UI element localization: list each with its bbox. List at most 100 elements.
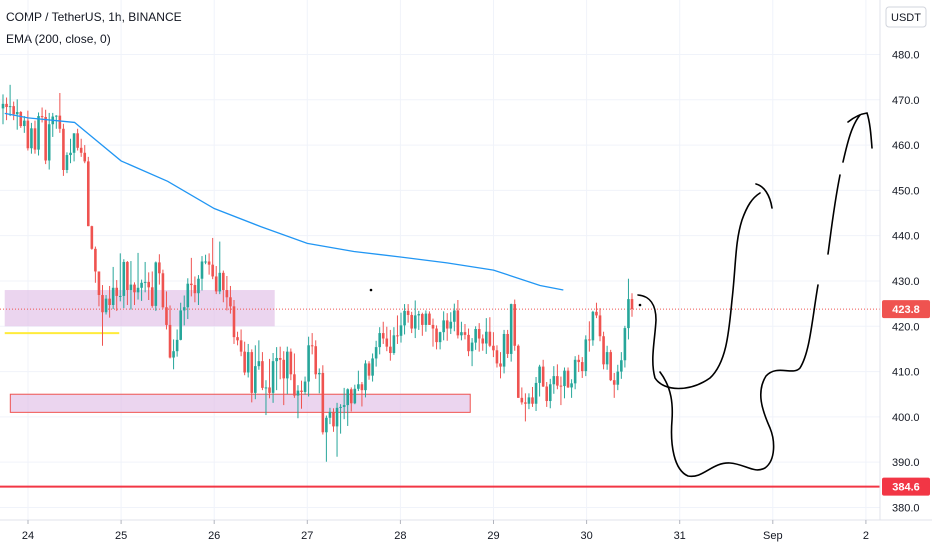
candle-body (154, 262, 158, 306)
candle-body (47, 124, 51, 161)
candle (165, 291, 168, 330)
candle-body (33, 128, 37, 150)
candle-body (534, 382, 538, 404)
candle-body (442, 320, 445, 333)
candle (186, 278, 190, 320)
candle (179, 302, 182, 341)
candle (129, 261, 133, 310)
candle-body (588, 339, 591, 341)
candle-body (104, 298, 108, 313)
candle (97, 271, 101, 307)
candle-body (467, 334, 470, 352)
candle-body (158, 262, 161, 274)
candle-body (605, 352, 609, 365)
drawing-dot (369, 288, 373, 292)
candle (175, 329, 179, 357)
candle-body (126, 261, 129, 291)
candle (524, 393, 527, 422)
candle-body (19, 112, 23, 127)
candle (509, 303, 513, 362)
candle (76, 128, 79, 151)
price-tick-label: 470.0 (892, 95, 920, 107)
time-tick-label: 29 (487, 530, 499, 542)
candle (406, 304, 410, 323)
candle (136, 252, 140, 300)
candle (378, 327, 381, 355)
candle (111, 266, 115, 310)
candle (445, 313, 449, 341)
candle (620, 352, 623, 379)
time-axis-ticks[interactable]: 24 25 26 27 28 29 30 31 Sep 2 (22, 520, 869, 542)
candle-body (55, 115, 58, 117)
support-price-label: 384.6 (882, 477, 930, 496)
price-tick-label: 390.0 (892, 457, 920, 469)
time-tick-label: 26 (208, 530, 220, 542)
current-price-box (882, 300, 930, 319)
candle-body (261, 361, 264, 388)
candle (268, 358, 271, 399)
candle (325, 415, 328, 462)
candle-body (44, 116, 47, 161)
price-axis-ticks[interactable]: 480.0 470.0 460.0 450.0 440.0 430.0 420.0 410.0… (892, 49, 920, 514)
candle (346, 388, 350, 426)
candle (225, 275, 229, 311)
candle-body (623, 328, 627, 361)
candle (90, 225, 94, 250)
candle-body (378, 333, 381, 348)
candle (321, 365, 325, 435)
candle-body (94, 248, 97, 272)
candle (424, 310, 428, 332)
candle (62, 123, 65, 176)
candle (413, 300, 417, 339)
candle-body (172, 351, 175, 358)
candle (293, 353, 296, 398)
indicator-label[interactable]: EMA (200, close, 0) (6, 32, 111, 46)
candle (254, 345, 257, 400)
candle-body (488, 331, 492, 346)
candle-body (207, 261, 211, 265)
candle-body (453, 310, 456, 322)
candle-body (524, 402, 527, 404)
candle (580, 357, 584, 378)
candle-body (282, 359, 286, 379)
candle (488, 317, 492, 348)
candle-body (5, 103, 8, 108)
candle (353, 384, 357, 405)
candle-body (385, 338, 389, 347)
support-price-box (882, 477, 930, 496)
candle-body (463, 332, 467, 335)
candle (328, 407, 332, 425)
candle (357, 370, 360, 392)
candle (200, 256, 204, 291)
candle-body (516, 345, 520, 398)
candle-body (236, 337, 239, 341)
candle-body (591, 311, 595, 341)
candle (143, 261, 147, 293)
candle-body (30, 128, 33, 149)
currency-badge[interactable]: USDT (885, 6, 927, 28)
candle-body (460, 332, 463, 336)
candle-body (278, 357, 282, 360)
candle (502, 329, 506, 374)
candle (399, 312, 403, 343)
candle-body (449, 321, 453, 329)
candle (364, 360, 367, 398)
candle (15, 99, 19, 130)
candle-body (367, 363, 371, 376)
candle (207, 253, 211, 275)
candle (204, 254, 207, 265)
candle-body (360, 384, 364, 391)
candle-body (353, 388, 357, 404)
candle-body (250, 352, 254, 393)
candle-body (229, 297, 232, 307)
candle-body (630, 299, 634, 310)
price-tick-label: 480.0 (892, 49, 920, 61)
candle-body (143, 281, 147, 283)
candle-body (609, 352, 612, 381)
candle-body (620, 360, 623, 372)
candle-body (254, 366, 257, 393)
candle-body (232, 306, 236, 338)
projection-stroke (842, 114, 861, 163)
candle (527, 393, 531, 410)
